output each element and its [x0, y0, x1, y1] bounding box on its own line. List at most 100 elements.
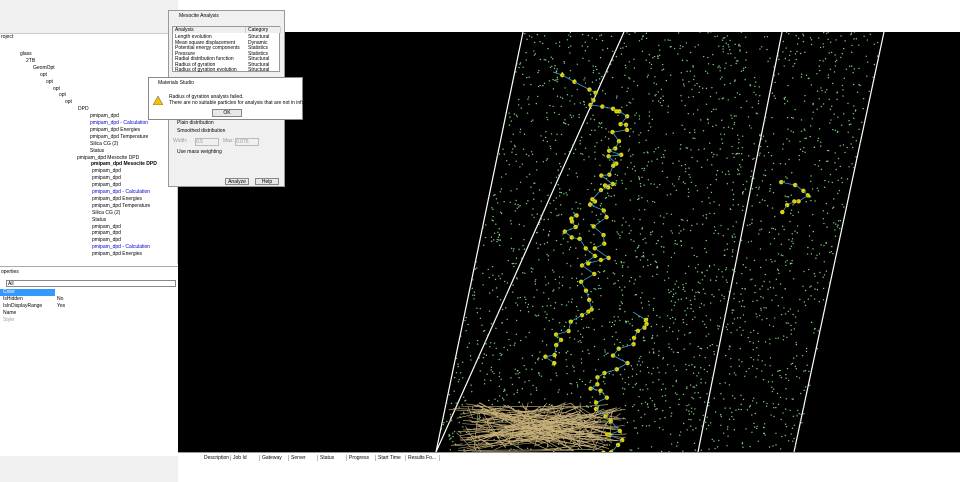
- property-name[interactable]: IsHidden: [0, 296, 55, 303]
- column-header[interactable]: Description: [204, 455, 231, 461]
- analysis-cell[interactable]: Structural: [248, 67, 270, 73]
- particle: [738, 408, 740, 411]
- analysis-cell[interactable]: Length evolution: [175, 34, 212, 40]
- tree-item[interactable]: pmipam_dpd: [92, 175, 121, 182]
- tree-item[interactable]: pmipam_dpd - Calculation: [90, 120, 149, 126]
- particle: [526, 447, 529, 449]
- particle: [571, 298, 573, 300]
- tree-item[interactable]: DPD: [78, 106, 89, 113]
- particle: [711, 164, 713, 166]
- particle: [728, 418, 731, 421]
- tree-item[interactable]: pmipam_dpd Mesocite DPD: [77, 154, 140, 161]
- analysis-cell[interactable]: Pressure: [175, 50, 196, 57]
- analysis-cell[interactable]: Statistics: [248, 45, 269, 51]
- column-header[interactable]: Gateway: [260, 455, 289, 461]
- particle: [861, 121, 863, 124]
- analysis-cell[interactable]: Radius of gyration: [175, 61, 216, 68]
- tree-item[interactable]: pmipam_dpd Mesocite DPD: [91, 161, 157, 168]
- particle: [452, 440, 454, 443]
- particle: [711, 87, 713, 89]
- column-header[interactable]: Job Id: [231, 455, 260, 461]
- particle: [807, 246, 809, 249]
- tree-item[interactable]: Status: [92, 216, 107, 223]
- analysis-cell[interactable]: Radius of gyration evolution: [175, 67, 237, 73]
- tree-item[interactable]: pmipam_dpd: [90, 113, 119, 120]
- particle: [843, 47, 845, 50]
- particle: [524, 302, 527, 304]
- tree-item[interactable]: pmipam_dpd: [92, 230, 121, 237]
- tree-item[interactable]: Silica CG (2): [90, 140, 119, 147]
- tree-item[interactable]: pmipam_dpd: [92, 237, 121, 244]
- particle: [693, 75, 696, 77]
- column-header[interactable]: Server: [289, 455, 318, 461]
- particle: [755, 427, 758, 430]
- analysis-cell[interactable]: Statistics: [248, 50, 269, 57]
- smoothed-option[interactable]: Smoothed distribution: [177, 128, 226, 134]
- mass-option[interactable]: Use mass weighting: [177, 149, 222, 155]
- tree-item[interactable]: pmipam_dpd Energies: [90, 126, 141, 133]
- tree-item[interactable]: 2TB: [26, 57, 36, 64]
- tree-item[interactable]: GeomOpt: [33, 64, 55, 71]
- particle: [684, 272, 687, 275]
- width-input[interactable]: 0.5: [195, 138, 219, 146]
- property-name[interactable]: IsInDisplayRange: [0, 303, 55, 310]
- bead: [578, 279, 584, 285]
- particle: [499, 191, 502, 193]
- ok-button[interactable]: OK: [212, 109, 242, 117]
- particle: [591, 81, 594, 83]
- tree-item[interactable]: pmipam_dpd - Calculation: [92, 189, 151, 195]
- property-name[interactable]: Color: [0, 289, 55, 296]
- tree-item[interactable]: pmipam_dpd Temperature: [92, 202, 151, 209]
- particle: [693, 386, 696, 388]
- column-header[interactable]: Analysis: [173, 27, 246, 33]
- particle: [689, 384, 692, 386]
- tree-item[interactable]: pmipam_dpd Temperature: [90, 133, 149, 140]
- plain-option[interactable]: Plain distribution: [177, 120, 214, 126]
- column-header[interactable]: Category: [246, 27, 281, 33]
- analysis-cell[interactable]: Potential energy components: [175, 45, 240, 51]
- property-name[interactable]: Name: [0, 310, 55, 317]
- analysis-cell[interactable]: Dynamic: [248, 39, 268, 46]
- particle: [646, 259, 649, 261]
- tree-item[interactable]: opt: [53, 85, 60, 92]
- particle: [729, 82, 731, 85]
- particle: [683, 228, 685, 231]
- tree-item[interactable]: opt: [40, 71, 47, 78]
- analysis-cell[interactable]: Radial distribution function: [175, 56, 234, 62]
- particle: [708, 197, 710, 199]
- tree-item[interactable]: glass: [20, 51, 32, 57]
- particle: [537, 95, 539, 98]
- tree-item[interactable]: opt: [59, 92, 66, 99]
- tree-item[interactable]: opt: [46, 78, 53, 85]
- filter-box[interactable]: All: [6, 280, 176, 287]
- analysis-cell[interactable]: Structural: [248, 34, 270, 40]
- analyze-button[interactable]: Analyze: [225, 178, 249, 185]
- max-input[interactable]: 0.075: [235, 138, 259, 146]
- column-header[interactable]: Status: [318, 455, 347, 461]
- tree-item[interactable]: pmipam_dpd: [92, 168, 121, 175]
- analysis-cell[interactable]: Mean square displacement: [175, 39, 236, 46]
- column-header[interactable]: Progress: [347, 455, 376, 461]
- particle: [521, 163, 524, 165]
- property-name[interactable]: Style: [0, 317, 55, 324]
- tree-item[interactable]: pmipam_dpd: [92, 223, 121, 230]
- tree-item[interactable]: pmipam_dpd Energies: [92, 195, 143, 202]
- particle: [560, 105, 562, 108]
- column-header[interactable]: Start Time: [376, 455, 406, 461]
- column-header[interactable]: Results Fo...: [406, 455, 440, 461]
- particle: [691, 411, 693, 413]
- particle: [771, 381, 774, 383]
- particle: [524, 296, 526, 298]
- tree-item[interactable]: pmipam_dpd - Calculation: [92, 244, 151, 251]
- particle: [690, 307, 692, 310]
- tree-item[interactable]: Status: [90, 147, 105, 154]
- help-button[interactable]: Help: [255, 178, 279, 185]
- analysis-cell[interactable]: Structural: [248, 61, 270, 68]
- analysis-cell[interactable]: Structural: [248, 56, 270, 62]
- tree-item[interactable]: pmipam_dpd: [92, 182, 121, 189]
- tree-item[interactable]: Silica CG (2): [92, 209, 121, 216]
- tree-item[interactable]: pmipam_dpd Energies: [92, 251, 143, 258]
- particle: [536, 169, 538, 171]
- tree-item[interactable]: opt: [65, 99, 72, 106]
- analysis-table[interactable]: Analysis Category Length evolution Structur…: [172, 26, 281, 73]
